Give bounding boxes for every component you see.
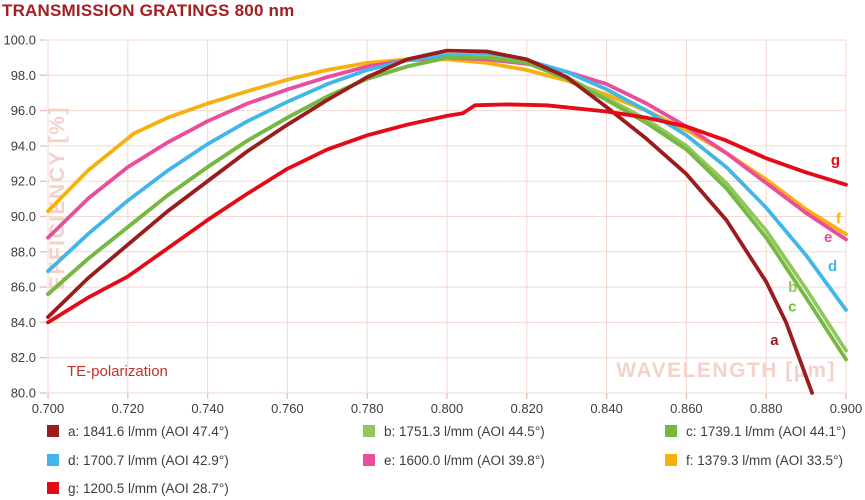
x-axis-title: WAVELENGTH [µm]: [616, 359, 836, 382]
legend-swatch-a: [47, 425, 59, 437]
y-tick-label: 94.0: [11, 138, 36, 153]
x-tick-label: 0.900: [830, 401, 863, 416]
curve-a: [46, 48, 814, 395]
curve-g: [46, 102, 848, 325]
x-tick-label: 0.740: [191, 401, 224, 416]
y-tick-label: 86.0: [11, 280, 36, 295]
y-tick-label: 96.0: [11, 103, 36, 118]
curve-d: [46, 53, 848, 312]
y-tick-label: 82.0: [11, 350, 36, 365]
polarization-label: TE-polarization: [67, 363, 168, 380]
legend-label-b: b: 1751.3 l/mm (AOI 44.5°): [384, 423, 545, 439]
y-tick-label: 90.0: [11, 209, 36, 224]
x-tick-label: 0.780: [351, 401, 384, 416]
y-tick-label: 84.0: [11, 315, 36, 330]
curve-label-f: f: [836, 210, 842, 227]
y-axis-title: EFFICIENCY [%]: [46, 106, 69, 290]
y-tick-label: 100.0: [3, 33, 36, 48]
legend-item-g: g: 1200.5 l/mm (AOI 28.7°): [47, 480, 229, 496]
legend-label-f: f: 1379.3 l/mm (AOI 33.5°): [686, 452, 843, 468]
y-tick-label: 88.0: [11, 244, 36, 259]
legend-item-a: a: 1841.6 l/mm (AOI 47.4°): [47, 423, 229, 439]
curve-c: [46, 55, 848, 362]
legend-item-c: c: 1739.1 l/mm (AOI 44.1°): [665, 423, 846, 439]
legend-swatch-f: [665, 454, 677, 466]
curve-label-e: e: [824, 229, 832, 246]
x-tick-label: 0.720: [112, 401, 145, 416]
x-tick-label: 0.820: [511, 401, 544, 416]
x-tick-label: 0.700: [32, 401, 65, 416]
y-tick-label: 80.0: [11, 386, 36, 401]
legend-label-g: g: 1200.5 l/mm (AOI 28.7°): [68, 480, 229, 496]
legend-item-e: e: 1600.0 l/mm (AOI 39.8°): [363, 452, 545, 468]
legend-item-f: f: 1379.3 l/mm (AOI 33.5°): [665, 452, 843, 468]
plot-area: EFFICIENCY [%] WAVELENGTH [µm] TE-polari…: [3, 33, 862, 417]
legend-swatch-c: [665, 425, 677, 437]
legend-label-e: e: 1600.0 l/mm (AOI 39.8°): [384, 452, 545, 468]
x-tick-label: 0.880: [750, 401, 783, 416]
legend-swatch-e: [363, 454, 375, 466]
x-tick-label: 0.840: [590, 401, 623, 416]
curve-label-d: d: [828, 258, 837, 275]
tick-labels: 0.700 0.720 0.740 0.760 0.780 0.800 0.820 0.840…: [3, 33, 862, 417]
legend-item-d: d: 1700.7 l/mm (AOI 42.9°): [47, 452, 229, 468]
legend-label-d: d: 1700.7 l/mm (AOI 42.9°): [68, 452, 229, 468]
legend-label-a: a: 1841.6 l/mm (AOI 47.4°): [68, 423, 229, 439]
curve-label-g: g: [831, 152, 840, 169]
curve-label-b: b: [788, 279, 797, 296]
x-tick-label: 0.860: [670, 401, 703, 416]
curves: a bc def g: [46, 48, 848, 395]
curve-label-c: c: [788, 299, 796, 316]
x-tick-label: 0.800: [431, 401, 464, 416]
legend-swatch-d: [47, 454, 59, 466]
legend-swatch-b: [363, 425, 375, 437]
curve-label-a: a: [770, 332, 779, 349]
y-tick-label: 92.0: [11, 174, 36, 189]
y-tick-label: 98.0: [11, 68, 36, 83]
chart-title: TRANSMISSION GRATINGS 800 nm: [2, 1, 295, 20]
legend-item-b: b: 1751.3 l/mm (AOI 44.5°): [363, 423, 545, 439]
x-tick-label: 0.760: [271, 401, 304, 416]
legend-label-c: c: 1739.1 l/mm (AOI 44.1°): [686, 423, 846, 439]
legend-swatch-g: [47, 482, 59, 494]
